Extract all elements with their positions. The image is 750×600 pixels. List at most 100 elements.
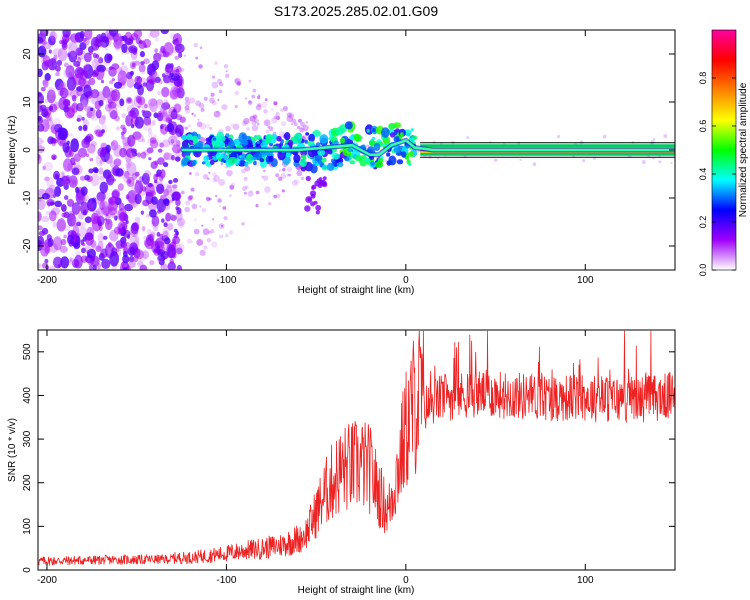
heatmap-cell (42, 55, 51, 66)
heatmap-cell (141, 172, 150, 185)
heatmap-cell (38, 68, 43, 78)
heatmap-cell (293, 132, 303, 144)
heatmap-cell (104, 47, 108, 51)
heatmap-cell (109, 160, 119, 169)
heatmap-cell (293, 154, 301, 163)
heatmap-cell (64, 107, 75, 119)
heatmap-cell (169, 85, 180, 100)
heatmap-cell (88, 168, 94, 174)
heatmap-cell (218, 81, 224, 87)
heatmap-cell (170, 214, 177, 222)
heatmap-cell (275, 173, 280, 178)
heatmap-cell (49, 31, 56, 39)
heatmap-cell (92, 52, 97, 59)
heatmap-cell (399, 132, 404, 138)
heatmap-cell (211, 140, 221, 150)
heatmap-cell (211, 177, 217, 183)
colorbar-tick-label: 0.2 (698, 216, 708, 229)
heatmap-cell (76, 117, 81, 122)
heatmap-cell (56, 86, 61, 92)
heatmap-cell (251, 124, 259, 132)
heatmap-cell (131, 182, 140, 195)
heatmap-cell (148, 157, 152, 161)
heatmap-cell (151, 60, 160, 71)
heatmap-cell (96, 67, 100, 73)
heatmap-cell (140, 210, 144, 215)
heatmap-cell (38, 145, 46, 154)
heatmap-cell (191, 135, 199, 142)
heatmap-cell (55, 126, 59, 132)
heatmap-cell (114, 33, 123, 47)
heatmap-cell (60, 256, 70, 269)
heatmap-cell (378, 157, 384, 163)
heatmap-cell (166, 213, 175, 221)
heatmap-cell (247, 100, 253, 105)
heatmap-cell (196, 238, 204, 246)
heatmap-cell (84, 105, 92, 112)
heatmap-cell (122, 266, 128, 270)
heatmap-cell (139, 51, 146, 58)
heatmap-cell (160, 30, 170, 35)
heatmap-y-axis: -20 -10 0 10 20 (22, 48, 675, 253)
heatmap-cell (218, 178, 226, 186)
heatmap-cell (188, 194, 194, 200)
y-tick-label: 0 (22, 567, 33, 573)
heatmap-cell (38, 115, 43, 125)
heatmap-cell (308, 133, 316, 143)
heatmap-cell (117, 221, 124, 229)
heatmap-cell (46, 198, 55, 207)
heatmap-cell (393, 148, 401, 154)
heatmap-cell (60, 204, 67, 212)
heatmap-cell (230, 182, 236, 187)
heatmap-cell (38, 154, 41, 161)
heatmap-cell (66, 234, 74, 245)
heatmap-cell (153, 173, 159, 181)
heatmap-cell (169, 89, 178, 100)
heatmap-cell (151, 119, 156, 126)
heatmap-cell (166, 183, 172, 189)
heatmap-cell (255, 204, 259, 208)
heatmap-cell (212, 172, 217, 177)
heatmap-cell (148, 132, 154, 138)
heatmap-cell (120, 241, 128, 248)
heatmap-cell (248, 100, 252, 104)
heatmap-cell (52, 155, 56, 160)
heatmap-cell (97, 147, 108, 158)
heatmap-cell (186, 238, 193, 244)
heatmap-cell (154, 37, 159, 42)
heatmap-cell (147, 98, 158, 107)
heatmap-cell (67, 88, 72, 96)
heatmap-cell (163, 152, 170, 160)
heatmap-cell (116, 66, 123, 74)
x-tick-label: 0 (403, 275, 409, 286)
heatmap-cell (205, 196, 211, 202)
heatmap-cell (411, 156, 414, 159)
heatmap-cell (48, 49, 52, 54)
heatmap-cell (58, 97, 68, 111)
heatmap-cell (172, 108, 176, 113)
heatmap-cell (214, 61, 218, 65)
heatmap-cell (103, 96, 108, 101)
heatmap-cell (140, 102, 149, 110)
heatmap-cell (226, 169, 233, 177)
heatmap-cell (63, 182, 69, 190)
heatmap-cell (97, 71, 105, 77)
heatmap-cell (305, 175, 311, 182)
heatmap-cell (111, 190, 120, 199)
heatmap-cell (326, 162, 335, 172)
heatmap-cell (282, 167, 286, 172)
heatmap-cell (256, 140, 261, 145)
heatmap-cell (130, 33, 139, 41)
heatmap-cell (154, 223, 158, 229)
heatmap-cell (101, 258, 111, 270)
heatmap-cell (198, 64, 203, 69)
heatmap-cell (194, 171, 200, 177)
heatmap-cell (70, 138, 80, 153)
heatmap-cell (146, 147, 154, 154)
heatmap-cell (44, 119, 54, 130)
heatmap-cell (174, 244, 183, 255)
heatmap-x-label: Height of straight line (km) (298, 285, 415, 296)
heatmap-cell (84, 52, 92, 63)
heatmap-cell (273, 101, 278, 106)
heatmap-cell (285, 151, 291, 158)
